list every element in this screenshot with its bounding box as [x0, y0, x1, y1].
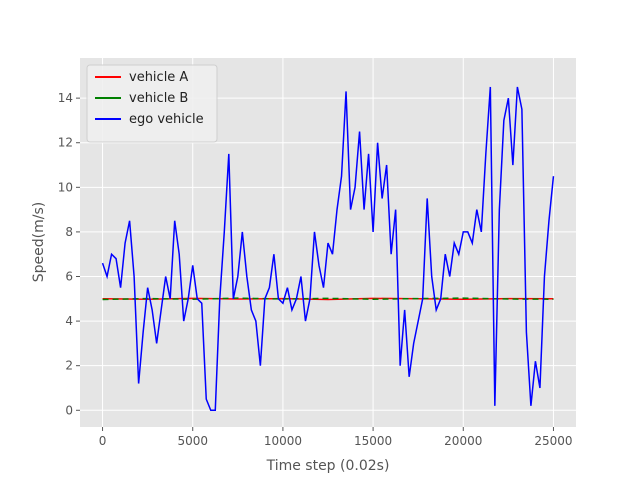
x-tick-label: 25000 — [534, 434, 572, 448]
legend-box — [86, 64, 218, 143]
series-line — [102, 297, 554, 301]
y-tick-label: 2 — [65, 359, 73, 373]
legend-label: vehicle B — [129, 91, 188, 106]
y-tick-label: 4 — [65, 314, 73, 328]
legend-label: vehicle A — [129, 70, 188, 85]
x-tick-label: 15000 — [354, 434, 392, 448]
x-tick-label: 5000 — [177, 434, 208, 448]
y-tick-label: 10 — [58, 180, 73, 194]
y-tick-label: 12 — [58, 136, 73, 150]
x-tick-label: 20000 — [444, 434, 482, 448]
y-tick-label: 0 — [65, 403, 73, 417]
legend: vehicle A vehicle B ego vehicle — [86, 64, 218, 143]
y-tick-label: 14 — [58, 91, 73, 105]
x-tick-label: 10000 — [264, 434, 302, 448]
x-tick-label: 0 — [99, 434, 107, 448]
legend-label: ego vehicle — [129, 112, 204, 127]
x-axis-label: Time step (0.02s) — [266, 458, 390, 474]
y-tick-label: 8 — [65, 225, 73, 239]
y-axis-label: Speed(m/s) — [31, 202, 47, 282]
y-tick-label: 6 — [65, 270, 73, 284]
series-line — [101, 86, 555, 412]
